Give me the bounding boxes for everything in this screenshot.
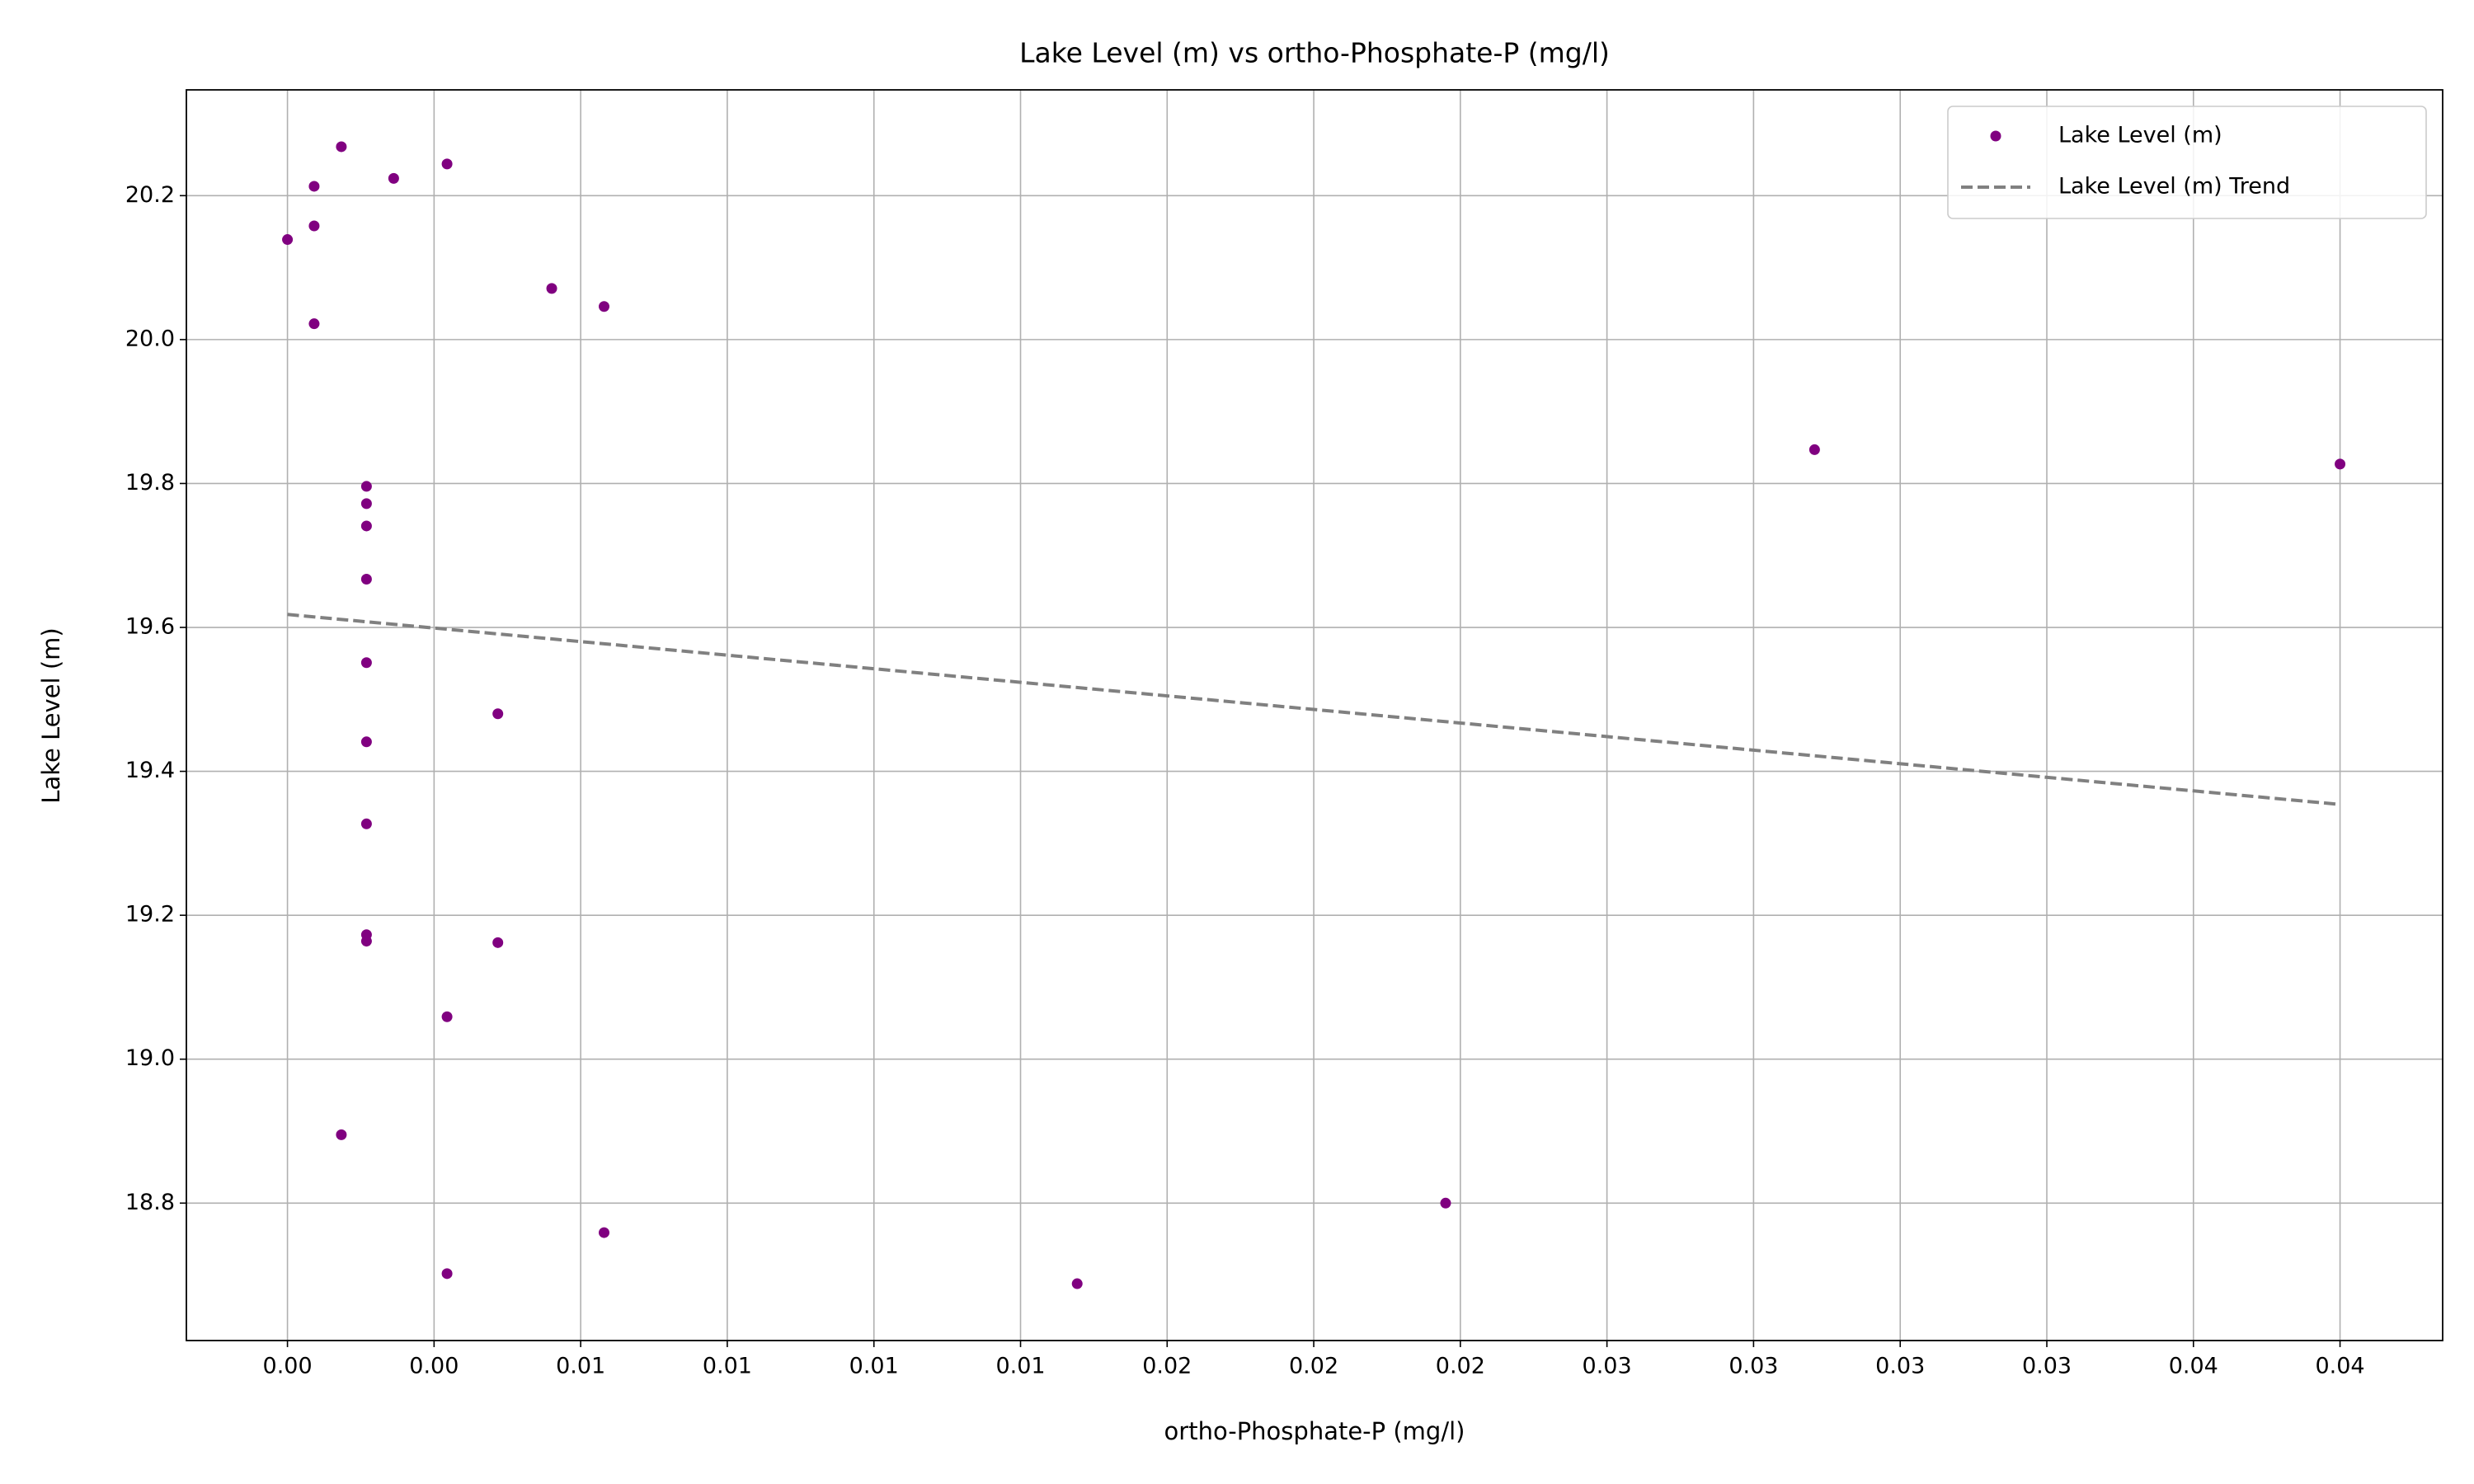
data-point bbox=[441, 1268, 453, 1280]
data-point bbox=[599, 1227, 610, 1238]
data-point bbox=[1808, 444, 1820, 455]
y-tick-label: 19.8 bbox=[125, 470, 175, 495]
x-tick-label: 0.01 bbox=[556, 1354, 605, 1379]
data-point bbox=[1071, 1278, 1083, 1289]
x-tick-label: 0.03 bbox=[1583, 1354, 1632, 1379]
data-point bbox=[360, 657, 372, 669]
x-tick-label: 0.03 bbox=[1875, 1354, 1925, 1379]
y-tick-label: 19.4 bbox=[125, 758, 175, 783]
x-tick-label: 0.04 bbox=[2169, 1354, 2218, 1379]
y-tick-label: 19.2 bbox=[125, 902, 175, 928]
legend-label: Lake Level (m) Trend bbox=[2058, 174, 2290, 200]
legend-frame bbox=[1947, 106, 2427, 219]
x-tick-label: 0.00 bbox=[263, 1354, 313, 1379]
y-tick-label: 19.6 bbox=[125, 614, 175, 640]
data-point bbox=[336, 141, 347, 153]
data-point bbox=[360, 736, 372, 748]
data-point bbox=[360, 818, 372, 829]
legend-marker bbox=[1990, 130, 2001, 142]
data-point bbox=[1440, 1197, 1451, 1209]
y-tick-label: 19.0 bbox=[125, 1045, 175, 1071]
legend: Lake Level (m) Lake Level (m) Trend bbox=[1947, 106, 2427, 219]
data-point bbox=[336, 1129, 347, 1140]
y-tick-label: 18.8 bbox=[125, 1190, 175, 1215]
data-point bbox=[308, 318, 320, 330]
y-axis-label: Lake Level (m) bbox=[37, 627, 65, 803]
data-point bbox=[2335, 458, 2346, 470]
data-point bbox=[308, 220, 320, 232]
trend-line bbox=[287, 613, 2340, 806]
data-point bbox=[441, 1011, 453, 1022]
y-tick-label: 20.2 bbox=[125, 182, 175, 208]
x-tick-label: 0.01 bbox=[703, 1354, 752, 1379]
chart-title: Lake Level (m) vs ortho-Phosphate-P (mg/… bbox=[1019, 37, 1610, 69]
data-point bbox=[599, 301, 610, 312]
data-point bbox=[308, 181, 320, 192]
plot-frame bbox=[186, 89, 2443, 1341]
x-tick-label: 0.01 bbox=[995, 1354, 1045, 1379]
x-tick-label: 0.02 bbox=[1289, 1354, 1338, 1379]
data-point bbox=[492, 708, 504, 720]
x-axis-label: ortho-Phosphate-P (mg/l) bbox=[1164, 1417, 1465, 1445]
data-point bbox=[360, 498, 372, 510]
x-tick-label: 0.00 bbox=[409, 1354, 459, 1379]
x-tick-label: 0.01 bbox=[849, 1354, 899, 1379]
data-point bbox=[360, 574, 372, 585]
x-tick-label: 0.02 bbox=[1142, 1354, 1192, 1379]
data-point bbox=[360, 481, 372, 492]
data-point bbox=[441, 158, 453, 170]
x-tick-label: 0.03 bbox=[1729, 1354, 1778, 1379]
data-point bbox=[360, 936, 372, 947]
data-point bbox=[546, 283, 557, 294]
x-tick-label: 0.04 bbox=[2315, 1354, 2364, 1379]
data-point bbox=[360, 520, 372, 532]
data-point bbox=[388, 172, 399, 184]
y-tick-label: 20.0 bbox=[125, 326, 175, 351]
data-point bbox=[282, 234, 294, 246]
data-point bbox=[492, 937, 504, 948]
legend-label: Lake Level (m) bbox=[2058, 123, 2222, 148]
x-tick-label: 0.02 bbox=[1436, 1354, 1485, 1379]
x-tick-label: 0.03 bbox=[2022, 1354, 2072, 1379]
